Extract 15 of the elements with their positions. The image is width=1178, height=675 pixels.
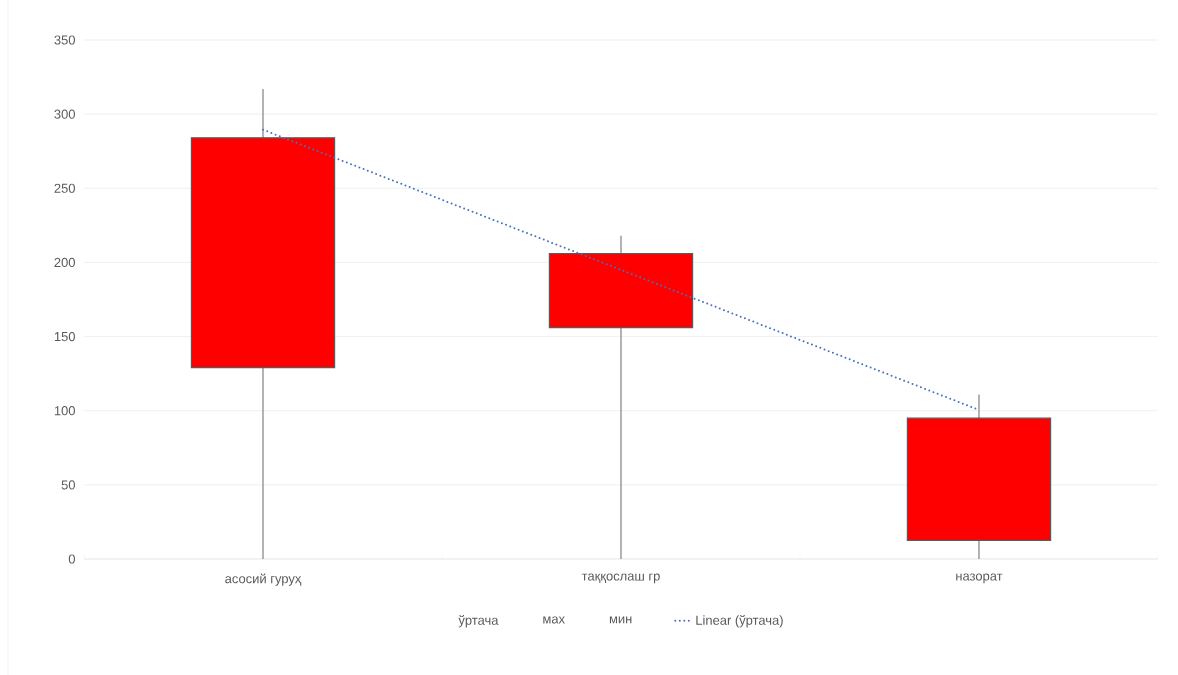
y-tick-label: 350	[54, 35, 75, 45]
text: мах	[543, 616, 565, 624]
x-tick-label: назорат	[956, 573, 1003, 584]
y-tick-label: 150	[54, 331, 75, 342]
y-tick-label: 200	[54, 257, 75, 268]
y-tick-label: 0	[68, 554, 75, 564]
x-tick-label: таққослаш гр	[581, 573, 660, 584]
legend-label: Linear (ўртача)	[696, 615, 783, 628]
y-tick-label: 300	[54, 109, 75, 119]
text: ўртача	[458, 615, 499, 628]
y-tick-label: 100	[54, 406, 75, 416]
y-tick-label: 50	[61, 480, 75, 490]
text: мин	[609, 616, 632, 624]
y-tick-label: 250	[54, 183, 75, 193]
x-tick-label: асосий гуруҳ	[225, 573, 302, 586]
